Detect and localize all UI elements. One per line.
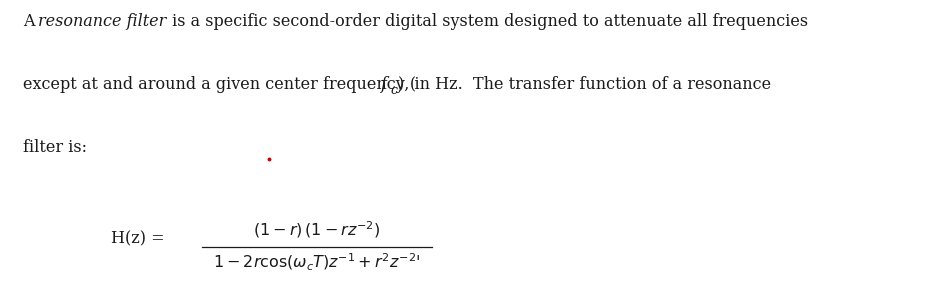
Text: f: f <box>380 76 386 93</box>
Text: is a specific second-order digital system designed to attenuate all frequencies: is a specific second-order digital syste… <box>167 13 807 30</box>
Text: ), in Hz.  The transfer function of a resonance: ), in Hz. The transfer function of a res… <box>397 76 770 93</box>
Text: $(1-r)\,(1-rz^{-2})$: $(1-r)\,(1-rz^{-2})$ <box>253 220 380 240</box>
Text: $1-2r\cos(\omega_c T)z^{-1}+r^2z^{-2}$': $1-2r\cos(\omega_c T)z^{-1}+r^2z^{-2}$' <box>213 252 420 273</box>
Text: c: c <box>390 84 397 97</box>
Text: A: A <box>23 13 40 30</box>
Text: except at and around a given center frequency (: except at and around a given center freq… <box>23 76 416 93</box>
Text: resonance filter: resonance filter <box>38 13 166 30</box>
Text: H(z) =: H(z) = <box>111 230 165 247</box>
Text: filter is:: filter is: <box>23 139 87 156</box>
